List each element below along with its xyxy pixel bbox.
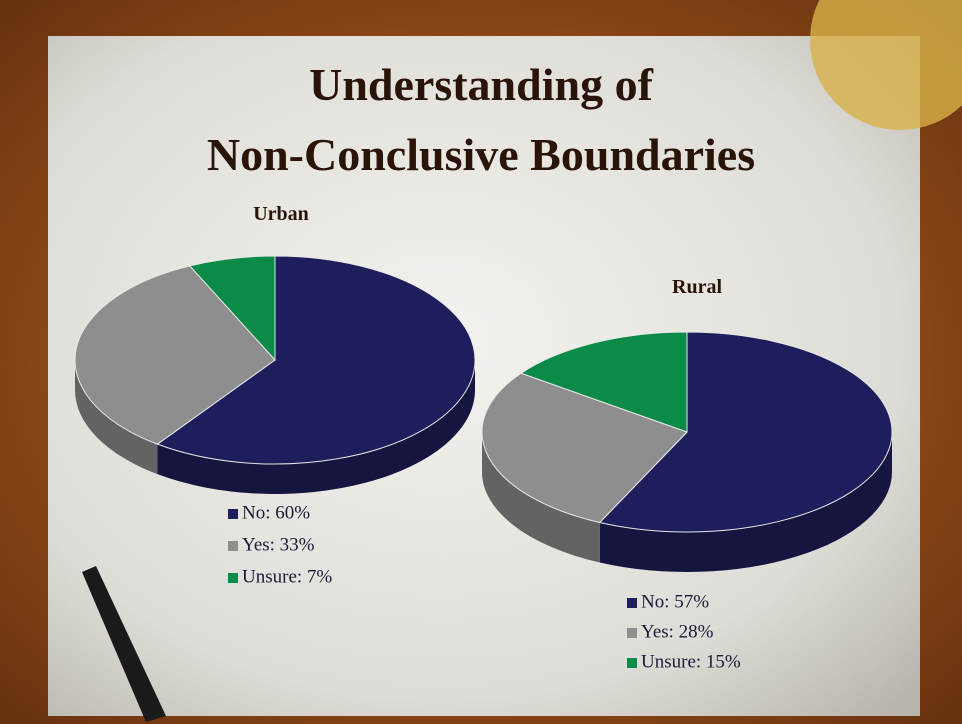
legend-label: Unsure: 7% (242, 566, 332, 587)
legend-label: No: 57% (641, 591, 709, 612)
title-line: Understanding of (309, 59, 653, 110)
legend-label: Yes: 33% (242, 534, 315, 555)
legend-swatch (627, 628, 637, 638)
pie-title: Urban (253, 203, 309, 225)
legend-swatch (627, 598, 637, 608)
pie-title: Rural (672, 276, 722, 298)
legend-swatch (228, 509, 238, 519)
legend-swatch (228, 541, 238, 551)
legend-swatch (627, 658, 637, 668)
legend-label: Yes: 28% (641, 621, 714, 642)
legend-label: Unsure: 15% (641, 651, 741, 672)
legend-swatch (228, 573, 238, 583)
slide: Understanding of Non-Conclusive Boundari… (0, 0, 962, 724)
title-line: Non-Conclusive Boundaries (207, 129, 755, 180)
legend-label: No: 60% (242, 502, 310, 523)
